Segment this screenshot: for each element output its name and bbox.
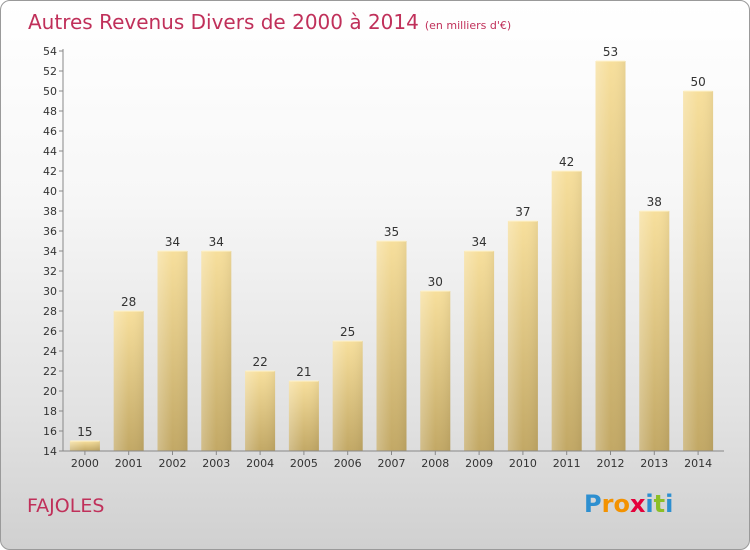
x-tick-label: 2006: [334, 457, 362, 470]
x-axis: 2000 2001 2002 2003 2004 2005 2006 2007 2008 2009…: [63, 450, 724, 470]
logo-letter: P: [584, 490, 602, 518]
y-tick-label: 46: [43, 125, 57, 138]
chart-title-main: Autres Revenus Divers de 2000 à 2014: [28, 10, 419, 34]
y-tick-label: 16: [43, 425, 57, 438]
bar-shine: [551, 171, 582, 451]
x-tick-label: 2011: [553, 457, 581, 470]
bar-shine: [507, 221, 538, 451]
bar-value-label: 28: [121, 295, 136, 309]
commune-name: FAJOLES: [27, 495, 105, 517]
x-tick-label: 2002: [159, 457, 187, 470]
bar-value-label: 34: [209, 235, 224, 249]
bar-shine: [595, 61, 626, 451]
bar-value-labels: 15 28 34 34 22 21 25 35 30 34 37 42 53 38 50: [77, 45, 705, 439]
x-tick-label: 2000: [71, 457, 99, 470]
logo-letter: x: [629, 490, 646, 518]
logo-letter: t: [653, 490, 666, 518]
x-tick-label: 2004: [246, 457, 274, 470]
bar-value-label: 53: [603, 45, 618, 59]
chart-title: Autres Revenus Divers de 2000 à 2014 (en …: [28, 10, 511, 34]
bar-shine: [245, 371, 276, 451]
y-tick-label: 22: [43, 365, 57, 378]
y-tick-label: 48: [43, 105, 57, 118]
x-tick-label: 2008: [421, 457, 449, 470]
x-tick-label: 2010: [509, 457, 537, 470]
bar-value-label: 37: [515, 205, 530, 219]
x-tick-label: 2012: [597, 457, 625, 470]
y-tick-label: 30: [43, 285, 57, 298]
logo-letter: r: [601, 490, 614, 518]
y-tick-label: 50: [43, 85, 57, 98]
bar-shine: [157, 251, 188, 451]
bar-shine: [376, 241, 407, 451]
bar-shine: [69, 441, 100, 451]
y-tick-label: 54: [43, 45, 57, 58]
bar-value-label: 38: [647, 195, 662, 209]
bar-value-label: 25: [340, 325, 355, 339]
y-tick-label: 20: [43, 385, 57, 398]
y-axis: 14 16 18 20 22 24 26 28 30 32 34 36 38 40 42 44 46 48 50 52…: [43, 45, 64, 458]
bar-value-label: 30: [428, 275, 443, 289]
x-tick-label: 2009: [465, 457, 493, 470]
bar-value-label: 42: [559, 155, 574, 169]
bar-shine: [201, 251, 232, 451]
logo-letter: i: [645, 490, 654, 518]
logo-letter: i: [665, 490, 674, 518]
y-tick-label: 24: [43, 345, 57, 358]
bar-value-label: 34: [165, 235, 180, 249]
y-tick-label: 52: [43, 65, 57, 78]
y-tick-label: 18: [43, 405, 57, 418]
bar-value-label: 35: [384, 225, 399, 239]
x-tick-label: 2013: [640, 457, 668, 470]
x-tick-label: 2003: [202, 457, 230, 470]
bar-shine: [683, 91, 714, 451]
y-tick-label: 40: [43, 185, 57, 198]
y-tick-label: 34: [43, 245, 57, 258]
x-tick-label: 2005: [290, 457, 318, 470]
x-tick-label: 2007: [378, 457, 406, 470]
bar-value-label: 15: [77, 425, 92, 439]
bar-shine: [464, 251, 495, 451]
bar-shine: [332, 341, 363, 451]
bar-shine: [420, 291, 451, 451]
logo-letter: o: [613, 490, 630, 518]
bar-shine: [113, 311, 144, 451]
bar-shine: [639, 211, 670, 451]
chart-title-unit: (en milliers d'€): [424, 19, 512, 32]
y-tick-label: 36: [43, 225, 57, 238]
y-tick-label: 38: [43, 205, 57, 218]
x-tick-label: 2014: [684, 457, 712, 470]
y-tick-label: 28: [43, 305, 57, 318]
bar-value-label: 21: [296, 365, 311, 379]
bar-value-label: 50: [690, 75, 705, 89]
bar-value-label: 34: [471, 235, 486, 249]
y-tick-label: 32: [43, 265, 57, 278]
bars: [69, 60, 714, 451]
bar-shine: [288, 381, 319, 451]
y-tick-label: 42: [43, 165, 57, 178]
y-tick-label: 44: [43, 145, 57, 158]
proxiti-logo: Proxiti: [584, 490, 673, 518]
y-tick-label: 14: [43, 445, 57, 458]
y-tick-label: 26: [43, 325, 57, 338]
bar-value-label: 22: [252, 355, 267, 369]
x-tick-label: 2001: [115, 457, 143, 470]
